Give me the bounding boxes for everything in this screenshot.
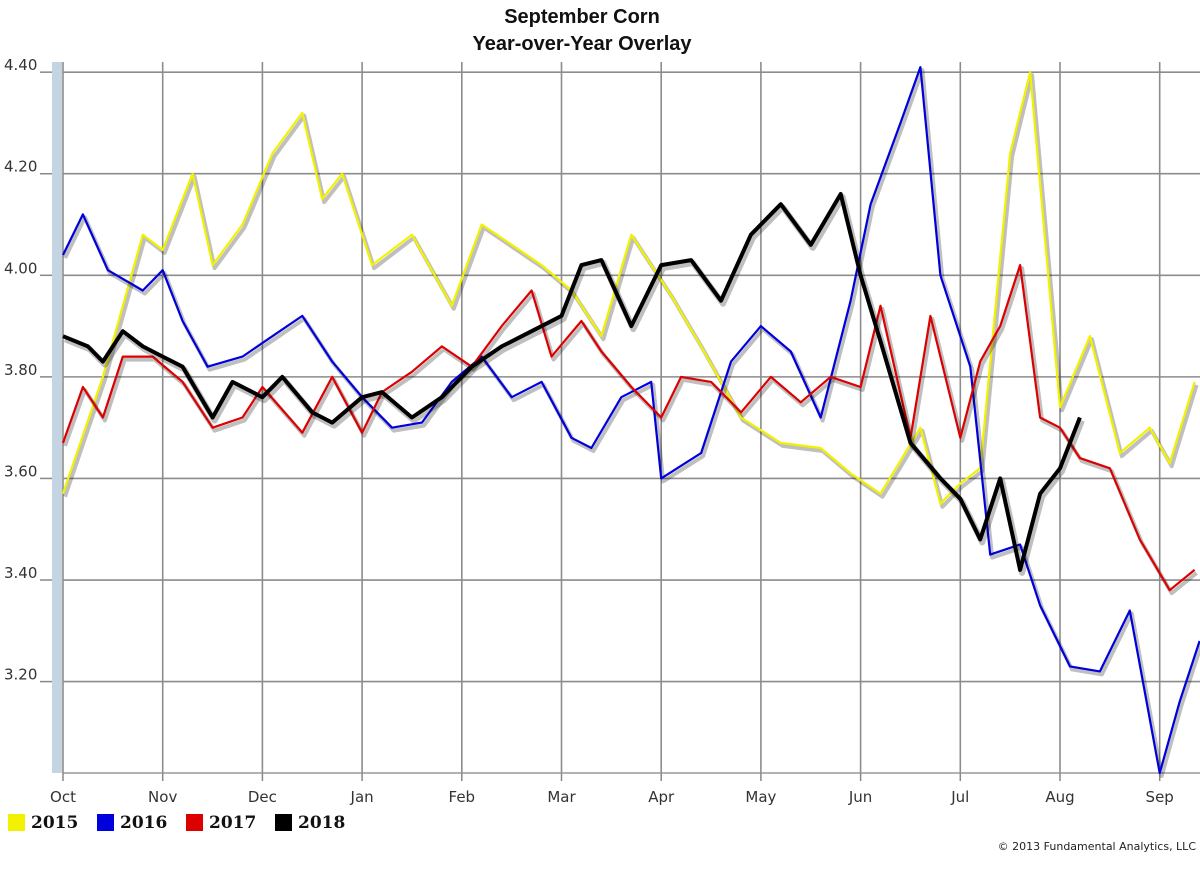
legend-swatch-2018 — [275, 814, 292, 831]
x-tick-label: Dec — [248, 788, 277, 806]
series-2015-line — [61, 71, 1196, 505]
legend-label-2016: 2016 — [120, 813, 167, 833]
series-2018-line — [62, 192, 1082, 572]
y-tick-label: 4.20 — [4, 158, 37, 176]
series-2016-line — [62, 65, 1200, 775]
series-2017-line — [61, 264, 1196, 592]
legend-swatch-2016 — [97, 814, 114, 831]
x-tick-label: Sep — [1146, 788, 1174, 806]
y-tick-label: 3.80 — [4, 361, 37, 379]
legend-label-2015: 2015 — [31, 813, 78, 833]
y-axis: 3.20 3.40 3.60 3.80 4.00 4.20 4.40 — [4, 56, 52, 684]
x-tick-label: Jun — [848, 788, 872, 806]
y-tick-label: 3.40 — [4, 564, 37, 582]
legend-label-2017: 2017 — [209, 813, 256, 833]
chart-title: September Corn — [504, 6, 660, 28]
chart-subtitle: Year-over-Year Overlay — [472, 33, 692, 55]
x-tick-label: May — [745, 788, 776, 806]
x-tick-label: Jul — [950, 788, 969, 806]
x-tick-label: Apr — [648, 788, 675, 806]
x-tick-label: Oct — [50, 788, 76, 806]
plot-area — [52, 62, 1200, 773]
plot-background — [63, 62, 1200, 773]
legend-swatch-2017 — [186, 814, 203, 831]
x-tick-label: Jan — [350, 788, 374, 806]
copyright-text: © 2013 Fundamental Analytics, LLC — [998, 840, 1197, 853]
x-tick-label: Nov — [148, 788, 177, 806]
series-lines — [61, 65, 1200, 778]
legend-swatch-2015 — [8, 814, 25, 831]
axis-band — [52, 62, 62, 773]
y-tick-label: 4.40 — [4, 56, 37, 74]
legend: 2015 2016 2017 2018 — [8, 813, 345, 833]
x-tick-label: Aug — [1045, 788, 1074, 806]
x-tick-label: Feb — [449, 788, 476, 806]
y-tick-label: 3.60 — [4, 462, 37, 480]
y-tick-label: 3.20 — [4, 666, 37, 684]
y-tick-label: 4.00 — [4, 259, 37, 277]
x-tick-label: Mar — [547, 788, 576, 806]
x-axis: Oct Nov Dec Jan Feb Mar Apr May Jun Jul Aug Sep — [50, 773, 1174, 806]
legend-label-2018: 2018 — [298, 813, 345, 833]
